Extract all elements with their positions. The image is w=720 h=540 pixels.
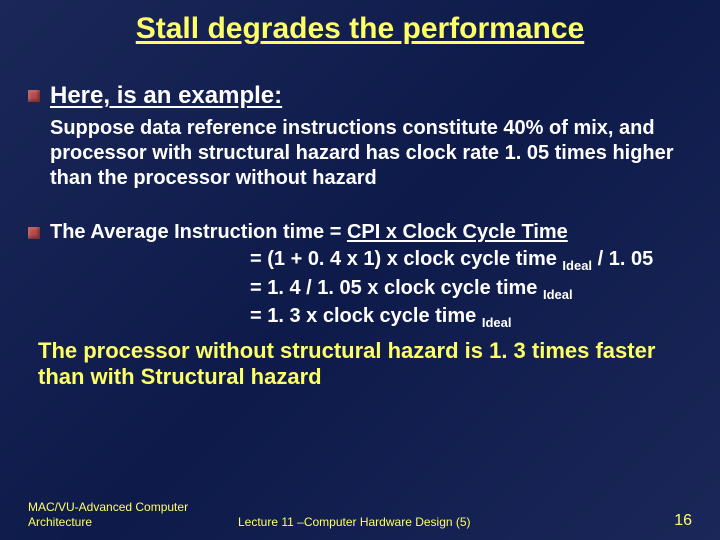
footer-center: Lecture 11 –Computer Hardware Design (5) (238, 515, 538, 530)
formula-4-text: = 1. 3 x clock cycle time (250, 305, 482, 327)
page-number: 16 (674, 512, 692, 530)
formula-line-1: The Average Instruction time = CPI x Clo… (50, 219, 653, 246)
formula-4-sub: Ideal (482, 315, 512, 330)
formula-prefix: The Average Instruction time = (50, 221, 347, 243)
formula-line-2: = (1 + 0. 4 x 1) x clock cycle time Idea… (50, 246, 653, 275)
example-heading-row: Here, is an example: (28, 82, 692, 110)
slide: Stall degrades the performance Here, is … (0, 0, 720, 540)
formula-row: The Average Instruction time = CPI x Clo… (28, 219, 692, 332)
formula-2-text: = (1 + 0. 4 x 1) x clock cycle time (250, 248, 562, 270)
formula-3-sub: Ideal (543, 287, 573, 302)
conclusion-text: The processor without structural hazard … (38, 338, 692, 391)
formula-underlined: CPI x Clock Cycle Time (347, 221, 568, 243)
formula-2-suffix: / 1. 05 (592, 248, 653, 270)
bullet-icon (28, 90, 40, 102)
formula-2-sub: Ideal (562, 258, 592, 273)
formula-block: The Average Instruction time = CPI x Clo… (50, 219, 653, 332)
formula-line-4: = 1. 3 x clock cycle time Ideal (50, 303, 653, 332)
example-heading: Here, is an example: (50, 82, 282, 110)
formula-line-3: = 1. 4 / 1. 05 x clock cycle time Ideal (50, 275, 653, 304)
example-paragraph: Suppose data reference instructions cons… (50, 116, 692, 191)
bullet-icon (28, 227, 40, 239)
footer: MAC/VU-Advanced Computer Architecture Le… (28, 500, 692, 530)
slide-title: Stall degrades the performance (28, 12, 692, 46)
formula-3-text: = 1. 4 / 1. 05 x clock cycle time (250, 277, 543, 299)
footer-left: MAC/VU-Advanced Computer Architecture (28, 500, 238, 530)
